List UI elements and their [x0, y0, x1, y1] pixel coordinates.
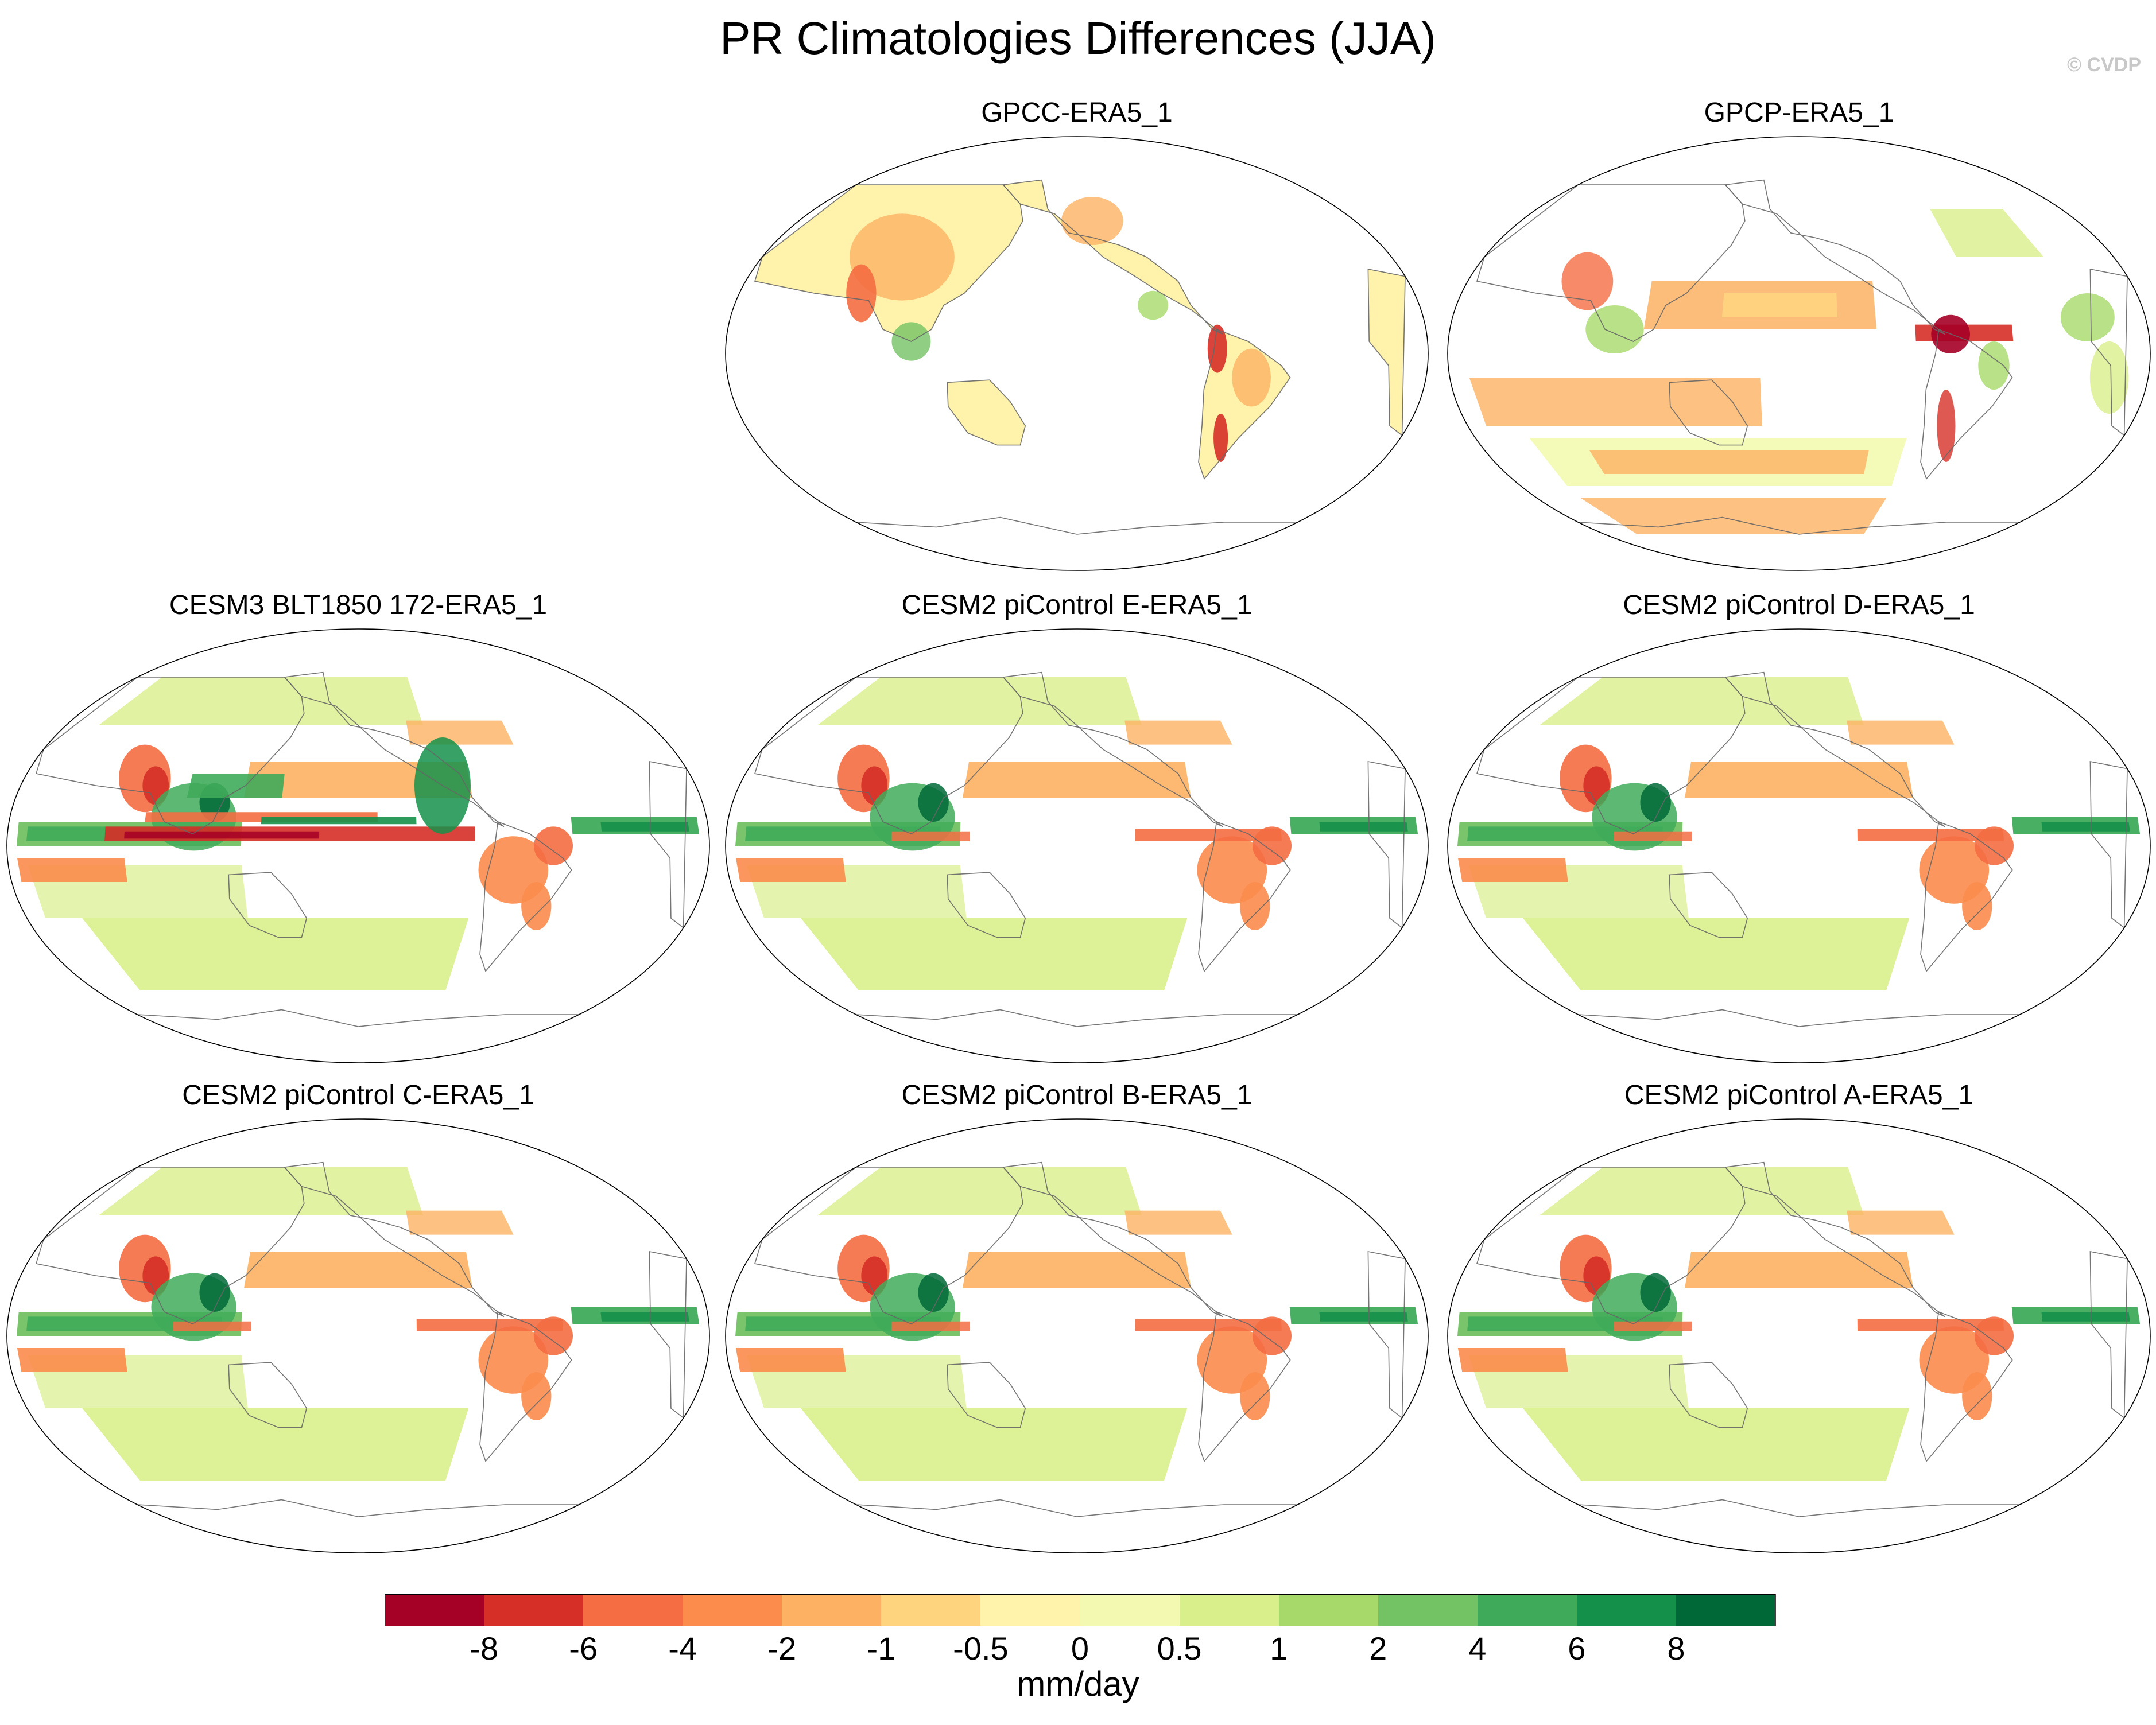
coastlines	[1476, 1161, 2128, 1517]
map-field	[6, 1118, 710, 1553]
map-panel: CESM2 piControl E-ERA5_1	[724, 589, 1429, 1077]
colorbar	[385, 1594, 1776, 1626]
coastlines	[35, 1161, 687, 1517]
colorbar-box	[484, 1594, 584, 1626]
map-panel: CESM2 piControl A-ERA5_1	[1447, 1079, 2151, 1567]
colorbar-box	[1278, 1594, 1379, 1626]
map-field	[1447, 136, 2151, 571]
colorbar-tick-label: 1	[1270, 1630, 1288, 1666]
coastlines	[754, 671, 1406, 1027]
colorbar-box	[782, 1594, 882, 1626]
colorbar-box	[683, 1594, 782, 1626]
map-field	[1447, 628, 2151, 1063]
colorbar-tick-label: 0.5	[1157, 1630, 1202, 1666]
colorbar-box	[1378, 1594, 1478, 1626]
map-field	[725, 136, 1429, 571]
colorbar-tick-label: -8	[470, 1630, 498, 1666]
cvdp-credit: © CVDP	[2067, 54, 2141, 76]
colorbar-box	[1080, 1594, 1180, 1626]
coastlines	[35, 671, 687, 1027]
colorbar-tick-label: 2	[1369, 1630, 1387, 1666]
panel-title: CESM2 piControl B-ERA5_1	[901, 1080, 1253, 1110]
colorbar-tick-label: 4	[1468, 1630, 1487, 1666]
colorbar-box	[1179, 1594, 1279, 1626]
map-field	[725, 1118, 1429, 1553]
panel-title: CESM2 piControl E-ERA5_1	[901, 590, 1253, 620]
map-field	[6, 628, 710, 1063]
colorbar-tick-label: -4	[668, 1630, 697, 1666]
colorbar-tick-label: -1	[867, 1630, 896, 1666]
colorbar-box	[385, 1594, 484, 1626]
colorbar-box	[1477, 1594, 1577, 1626]
coastlines	[1476, 671, 2128, 1027]
colorbar-box	[1576, 1594, 1677, 1626]
colorbar-tick-label: -0.5	[953, 1630, 1009, 1666]
coastlines	[1476, 179, 2128, 535]
panel-title: GPCP-ERA5_1	[1704, 98, 1894, 128]
colorbar-box	[980, 1594, 1081, 1626]
map-field	[1447, 1118, 2151, 1553]
panel-title: CESM2 piControl D-ERA5_1	[1623, 590, 1975, 620]
map-panel: GPCC-ERA5_1	[724, 96, 1429, 584]
colorbar-tick-label: 6	[1568, 1630, 1586, 1666]
coastlines	[754, 1161, 1406, 1517]
colorbar-box	[1676, 1594, 1776, 1626]
figure-title: PR Climatologies Differences (JJA)	[720, 13, 1436, 64]
map-panel: GPCP-ERA5_1	[1447, 96, 2151, 584]
panel-title: CESM2 piControl C-ERA5_1	[182, 1080, 534, 1110]
map-panel: CESM3 BLT1850 172-ERA5_1	[6, 589, 711, 1077]
panel-title: CESM3 BLT1850 172-ERA5_1	[169, 590, 548, 620]
panel-title: GPCC-ERA5_1	[981, 98, 1173, 128]
colorbar-units: mm/day	[1017, 1665, 1139, 1703]
colorbar-box	[583, 1594, 683, 1626]
panel-title: CESM2 piControl A-ERA5_1	[1624, 1080, 1974, 1110]
map-panel: CESM2 piControl B-ERA5_1	[724, 1079, 1429, 1567]
colorbar-box	[881, 1594, 981, 1626]
colorbar-tick-label: -6	[569, 1630, 598, 1666]
map-panel: CESM2 piControl D-ERA5_1	[1447, 589, 2151, 1077]
map-field	[725, 628, 1429, 1063]
colorbar-tick-label: 8	[1667, 1630, 1685, 1666]
map-panel: CESM2 piControl C-ERA5_1	[6, 1079, 711, 1567]
colorbar-tick-label: 0	[1071, 1630, 1089, 1666]
colorbar-tick-label: -2	[767, 1630, 797, 1666]
